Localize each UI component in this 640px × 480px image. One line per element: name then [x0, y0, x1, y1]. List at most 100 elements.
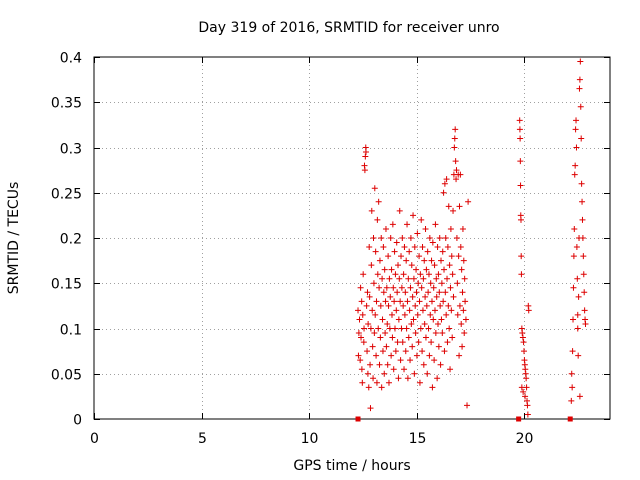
data-point: [403, 325, 410, 332]
data-point: [416, 253, 423, 260]
y-tick-label: 0.15: [51, 277, 82, 293]
data-point: [396, 207, 403, 214]
data-point: [413, 352, 420, 359]
data-point: [570, 253, 577, 260]
data-point: [521, 348, 527, 355]
data-point: [431, 307, 438, 314]
data-point: [432, 221, 439, 228]
data-point: [449, 271, 456, 278]
data-point: [576, 393, 583, 400]
data-point: [459, 343, 466, 350]
data-point: [460, 257, 467, 264]
data-point: [364, 370, 371, 377]
data-point: [398, 325, 405, 332]
data-point: [405, 334, 412, 341]
data-point: [393, 239, 400, 246]
data-point: [430, 284, 437, 291]
data-point: [409, 343, 416, 350]
data-point: [452, 158, 459, 165]
data-point: [416, 298, 423, 305]
data-point: [376, 361, 383, 368]
data-point: [573, 144, 580, 151]
plot-frame: [93, 56, 611, 420]
data-point: [412, 330, 419, 337]
data-point: [359, 311, 366, 318]
data-point: [366, 244, 373, 251]
data-point: [404, 221, 411, 228]
data-point: [443, 311, 450, 318]
data-point: [381, 370, 388, 377]
data-point: [376, 257, 383, 264]
data-point: [582, 320, 589, 327]
data-point: [414, 311, 421, 318]
data-point: [378, 235, 385, 241]
data-point: [573, 244, 580, 251]
data-point: [442, 235, 449, 241]
data-point: [358, 366, 365, 373]
data-point: [581, 307, 588, 314]
x-tick-label: 5: [198, 431, 207, 447]
data-point: [407, 357, 414, 364]
data-point: [380, 244, 387, 251]
x-axis-label: GPS time / hours: [293, 458, 410, 474]
data-point: [580, 271, 587, 278]
data-point: [367, 325, 374, 332]
data-point: [384, 320, 391, 327]
data-point: [362, 153, 369, 160]
data-point: [524, 411, 531, 418]
data-point: [355, 352, 362, 359]
data-point: [459, 289, 466, 296]
data-point: [396, 275, 403, 282]
grid-lines: [94, 57, 610, 419]
data-point: [406, 307, 413, 314]
data-point: [370, 375, 377, 382]
data-point: [382, 330, 389, 337]
data-point: [578, 135, 585, 142]
data-point: [410, 316, 417, 323]
data-point: [408, 320, 415, 327]
data-point: [441, 348, 448, 355]
data-point: [456, 302, 463, 309]
data-point: [404, 375, 411, 382]
data-point: [456, 352, 463, 359]
data-point: [449, 334, 456, 341]
data-point: [379, 316, 386, 323]
data-point: [572, 126, 579, 133]
data-point: [457, 244, 464, 251]
y-tick-label: 0: [73, 413, 82, 429]
data-point: [415, 339, 422, 346]
data-point: [447, 225, 454, 232]
data-point: [460, 307, 467, 314]
data-point: [462, 316, 469, 323]
data-point: [579, 198, 586, 205]
data-point: [360, 271, 367, 278]
data-point: [401, 244, 408, 251]
data-point: [572, 162, 579, 169]
data-point: [390, 284, 397, 291]
data-point: [388, 352, 395, 359]
data-point: [461, 330, 468, 337]
data-point: [409, 293, 416, 300]
data-point: [428, 339, 435, 346]
data-point: [397, 357, 404, 364]
data-point: [419, 307, 426, 314]
data-point: [426, 352, 433, 359]
data-point: [522, 393, 529, 400]
data-point: [453, 235, 460, 241]
data-point: [462, 298, 469, 305]
data-point: [568, 397, 575, 404]
data-point: [419, 244, 426, 251]
data-point: [419, 348, 426, 355]
data-point: [437, 302, 444, 309]
x-axis: 0 5 10 15 20: [90, 57, 533, 447]
data-point: [383, 343, 390, 350]
data-point: [458, 266, 465, 273]
data-point: [454, 311, 461, 318]
data-point: [574, 311, 581, 318]
data-point: [518, 271, 525, 278]
data-point: [358, 334, 365, 341]
data-point: [385, 379, 392, 386]
data-point: [388, 266, 395, 273]
data-points: [355, 58, 589, 422]
data-point: [570, 284, 577, 291]
